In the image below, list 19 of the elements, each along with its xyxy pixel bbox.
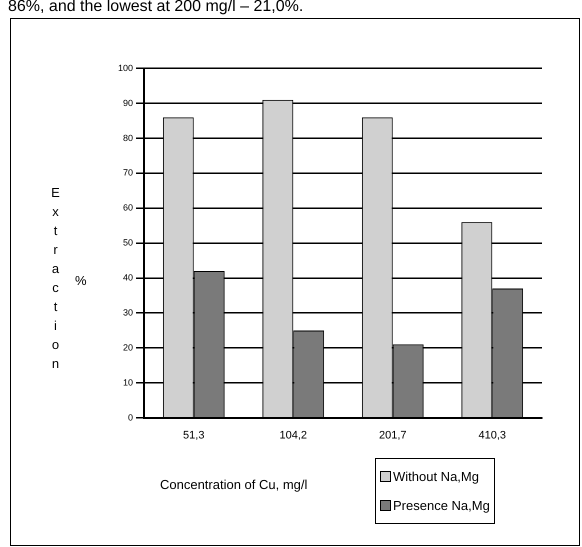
y-tick-label: 90 [123, 98, 134, 108]
y-tick-label: 10 [123, 377, 134, 388]
x-tick-label: 104,2 [279, 429, 308, 442]
y-tick-label: 20 [123, 342, 134, 352]
legend-label: Without Na,Mg [393, 469, 479, 484]
y-tick-label: 70 [123, 168, 134, 178]
y-tick-label: 30 [123, 307, 134, 318]
y-axis-title: Extraction % [48, 185, 87, 375]
y-tick-label: 40 [123, 272, 134, 283]
legend-label: Presence Na,Mg [393, 498, 490, 513]
y-tick-label: 100 [118, 62, 134, 73]
x-axis-title: Concentration of Cu, mg/l [160, 477, 308, 492]
y-tick-label: 60 [123, 202, 134, 213]
x-tick-label: 51,3 [183, 429, 204, 442]
y-tick-label: 80 [123, 132, 134, 143]
x-tick-label: 410,3 [478, 429, 506, 442]
y-tick-label: 50 [123, 238, 134, 248]
y-tick-label: 0 [128, 412, 134, 422]
x-tick-label: 201,7 [378, 429, 407, 442]
